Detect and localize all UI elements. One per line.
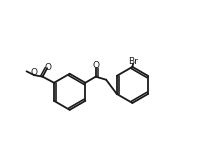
Text: O: O	[93, 61, 100, 69]
Text: O: O	[31, 68, 38, 77]
Text: Br: Br	[128, 57, 138, 65]
Text: O: O	[44, 63, 51, 72]
